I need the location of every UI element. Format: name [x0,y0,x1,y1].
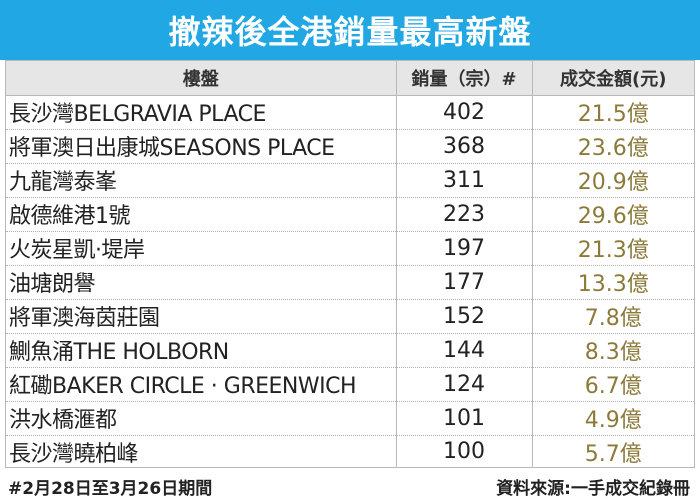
row-units: 101 [396,401,533,436]
row-units: 144 [396,333,533,368]
row-amount: 21.3億 [532,231,694,266]
row-units: 124 [396,367,533,402]
sales-table-container: 樓盤 銷量（宗）# 成交金額(元) 長沙灣BELGRAVIA PLACE 402… [5,60,695,468]
row-amount: 20.9億 [532,163,694,198]
header-amount: 成交金額(元) [532,61,694,96]
sales-table: 樓盤 銷量（宗）# 成交金額(元) 長沙灣BELGRAVIA PLACE 402… [6,61,694,468]
row-amount: 5.7億 [584,441,642,467]
row-name: 啟德維港1號 [6,197,397,232]
table-row: 鰂魚涌THE HOLBORN 144 8.3億 [6,333,694,368]
row-amount: 6.7億 [532,367,694,402]
row-units: 152 [396,299,533,334]
date-range-note: #2月28日至3月26日期間 [8,478,213,499]
table-row: 火炭星凱·堤岸 197 21.3億 [6,231,694,266]
row-amount: 4.9億 [532,401,694,436]
table-row: 油塘朗譽 177 13.3億 [6,265,694,300]
row-name: 將軍澳日出康城SEASONS PLACE [6,129,397,164]
table-row: 長沙灣曉柏峰 100 5.7億 [6,435,694,468]
row-amount: 13.3億 [532,265,694,300]
row-name: 長沙灣BELGRAVIA PLACE [6,95,397,130]
row-units: 197 [396,231,533,266]
row-name: 紅磡BAKER CIRCLE · GREENWICH [6,367,397,402]
table-row: 紅磡BAKER CIRCLE · GREENWICH 124 6.7億 [6,367,694,402]
table-row: 將軍澳日出康城SEASONS PLACE 368 23.6億 [6,129,694,164]
row-name: 火炭星凱·堤岸 [6,231,397,266]
page-title: 撤辣後全港銷量最高新盤 [168,13,532,51]
row-name: 長沙灣曉柏峰 [6,435,397,468]
table-row: 九龍灣泰峯 311 20.9億 [6,163,694,198]
row-amount: 7.8億 [532,299,694,334]
row-name: 油塘朗譽 [6,265,397,300]
row-units: 402 [396,95,533,130]
table-row: 洪水橋滙都 101 4.9億 [6,401,694,436]
table-row: 啟德維港1號 223 29.6億 [6,197,694,232]
row-units: 177 [396,265,533,300]
row-amount: 21.5億 [532,95,694,130]
row-amount: 29.6億 [532,197,694,232]
header-units: 銷量（宗）# [396,61,533,96]
source-note: 資料來源:一手成交紀錄冊 [496,478,690,499]
row-name: 九龍灣泰峯 [6,163,397,198]
row-units: 100 [396,435,533,468]
row-name: 洪水橋滙都 [6,401,397,436]
title-bar: 撤辣後全港銷量最高新盤 [0,0,700,60]
row-name: 鰂魚涌THE HOLBORN [6,333,397,368]
row-name: 將軍澳海茵莊園 [6,299,397,334]
table-row: 將軍澳海茵莊園 152 7.8億 [6,299,694,334]
footer: #2月28日至3月26日期間 資料來源:一手成交紀錄冊 [0,468,700,504]
row-units: 368 [396,129,533,164]
row-units: 223 [396,197,533,232]
row-amount: 23.6億 [532,129,694,164]
header-name: 樓盤 [6,61,397,96]
row-units: 311 [396,163,533,198]
table-row: 長沙灣BELGRAVIA PLACE 402 21.5億 [6,95,694,130]
row-amount: 8.3億 [532,333,694,368]
table-header-row: 樓盤 銷量（宗）# 成交金額(元) [6,61,694,96]
